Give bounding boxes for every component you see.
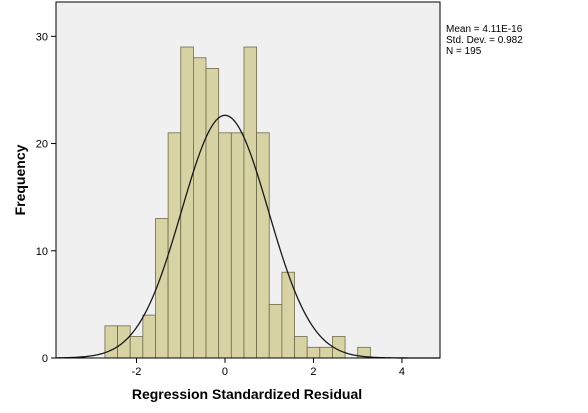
histogram-bar-3 [142,314,156,359]
x-axis-ticks: -2 0 2 4 [132,358,405,378]
y-tick-label: 10 [36,246,48,258]
histogram-bar-11 [243,46,257,359]
histogram-bar-6 [180,46,194,359]
histogram-bar-8 [205,68,220,359]
histogram-bar-9 [218,132,232,359]
stats-box: Mean = 4.11E-16 Std. Dev. = 0.982 N = 19… [446,24,523,57]
histogram-bar-7 [193,57,207,359]
histogram-bar-15 [294,336,308,359]
y-tick-label: 30 [36,31,48,43]
x-tick-label: 0 [222,366,228,378]
y-axis-title: Frequency [12,144,28,215]
x-tick-label: -2 [132,366,142,378]
y-tick-label: 20 [36,139,48,151]
histogram-bar-16 [306,346,321,359]
histogram-bar-13 [268,303,283,359]
y-tick-label: 0 [42,353,48,365]
histogram-bar-17 [319,346,333,359]
plot-border [55,1,441,359]
histogram-bar-4 [155,218,169,359]
histogram-bar-0 [104,325,118,359]
stats-mean: Mean = 4.11E-16 [446,24,523,35]
histogram-bar-5 [167,132,182,359]
normal-curve [55,114,440,359]
histogram-bar-2 [129,336,144,359]
x-tick-label: 4 [399,366,405,378]
histogram-bar-12 [256,132,270,359]
x-tick-label: 2 [310,366,316,378]
stats-std-dev: Std. Dev. = 0.982 [446,35,523,46]
x-axis-title: Regression Standardized Residual [132,386,362,402]
stats-n: N = 195 [446,46,482,57]
y-axis-ticks: 0 10 20 30 [36,31,56,365]
histogram-bar-10 [230,132,245,359]
